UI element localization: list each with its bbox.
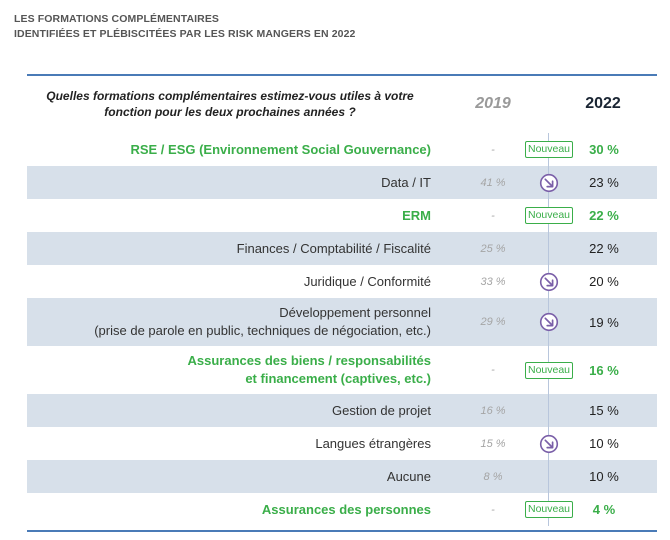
trend-down-icon — [539, 312, 559, 332]
value-2019: - — [491, 143, 495, 156]
trend-divider — [548, 394, 549, 427]
table-row: Langues étrangères 15 % 10 % — [27, 427, 657, 460]
table-row: Data / IT 41 % 23 % — [27, 166, 657, 199]
value-2022: 20 % — [589, 274, 619, 289]
row-label-line: Assurances des biens / responsabilités — [187, 353, 432, 368]
row-label-line: Finances / Comptabilité / Fiscalité — [236, 240, 431, 256]
value-2019: - — [491, 364, 495, 376]
row-label: Aucune — [387, 460, 431, 493]
nouveau-badge: Nouveau — [524, 141, 574, 158]
value-2022: 16 % — [589, 362, 619, 378]
trend-down-icon — [539, 434, 559, 453]
row-label: Juridique / Conformité — [304, 265, 431, 298]
nouveau-badge: Nouveau — [524, 207, 574, 224]
value-2022: 10 % — [589, 469, 619, 484]
trend-down-icon — [539, 272, 559, 291]
value-2019: 8 % — [483, 470, 503, 483]
trend-cell — [524, 232, 574, 265]
header-line-1: LES FORMATIONS COMPLÉMENTAIRES — [14, 13, 220, 25]
row-label: Assurances des personnes — [262, 493, 431, 526]
table-question: Quelles formations complémentaires estim… — [30, 88, 430, 120]
value-2019: 33 % — [480, 275, 506, 288]
question-line-1: Quelles formations complémentaires estim… — [46, 89, 414, 103]
row-label: RSE / ESG (Environnement Social Gouverna… — [130, 133, 431, 166]
row-label-line: Développement personnel — [279, 305, 431, 320]
value-2022: 10 % — [589, 436, 619, 451]
value-2022: 19 % — [589, 314, 619, 330]
value-2019: 16 % — [480, 404, 506, 417]
value-2022: 30 % — [589, 142, 619, 157]
value-2019: 29 % — [480, 316, 506, 328]
row-label-line: Data / IT — [381, 174, 431, 190]
row-label: Gestion de projet — [332, 394, 431, 427]
value-2022: 15 % — [589, 403, 619, 418]
trend-cell: Nouveau — [524, 346, 574, 394]
trend-cell: Nouveau — [524, 133, 574, 166]
trend-cell — [524, 265, 574, 298]
top-rule — [27, 74, 657, 76]
value-2022: 4 % — [592, 502, 616, 517]
column-header-2022: 2022 — [585, 95, 621, 112]
value-2022: 22 % — [589, 241, 619, 256]
trend-cell — [524, 427, 574, 460]
row-label: Data / IT — [381, 166, 431, 199]
training-table: RSE / ESG (Environnement Social Gouverna… — [27, 133, 657, 526]
trend-divider — [548, 232, 549, 265]
row-label: Finances / Comptabilité / Fiscalité — [237, 232, 431, 265]
trend-cell: Nouveau — [524, 493, 574, 526]
value-2019: - — [491, 503, 495, 516]
value-2019: 25 % — [480, 242, 506, 255]
table-row: Développement personnel (prise de parole … — [27, 298, 657, 346]
row-label-line: (prise de parole en public, techniques d… — [94, 323, 431, 338]
row-label: Développement personnel (prise de parole … — [94, 298, 431, 346]
value-2019: - — [491, 209, 495, 222]
row-label-line: et financement (captives, etc.) — [245, 371, 431, 386]
column-header-2019: 2019 — [475, 95, 511, 112]
value-2022: 23 % — [589, 175, 619, 190]
table-row: ERM - Nouveau 22 % — [27, 199, 657, 232]
table-row: Juridique / Conformité 33 % 20 % — [27, 265, 657, 298]
row-label-line: Langues étrangères — [315, 435, 431, 451]
row-label-line: RSE / ESG (Environnement Social Gouverna… — [130, 141, 431, 157]
table-row: Aucune 8 % 10 % — [27, 460, 657, 493]
row-label: Assurances des biens / responsabilités et… — [188, 346, 432, 394]
trend-cell — [524, 460, 574, 493]
nouveau-badge: Nouveau — [524, 361, 574, 379]
bottom-rule — [27, 530, 657, 532]
row-label-line: Assurances des personnes — [261, 501, 431, 517]
section-header: LES FORMATIONS COMPLÉMENTAIRES IDENTIFIÉ… — [14, 12, 355, 42]
table-row: Finances / Comptabilité / Fiscalité 25 % 2… — [27, 232, 657, 265]
question-line-2: fonction pour les deux prochaines années… — [104, 105, 356, 119]
trend-down-icon — [539, 173, 559, 192]
row-label-line: Gestion de projet — [331, 402, 431, 418]
table-row: Assurances des biens / responsabilités et… — [27, 346, 657, 394]
trend-cell — [524, 166, 574, 199]
value-2019: 15 % — [480, 437, 506, 450]
table-row: Assurances des personnes - Nouveau 4 % — [27, 493, 657, 526]
nouveau-badge: Nouveau — [524, 501, 574, 518]
row-label: Langues étrangères — [315, 427, 431, 460]
row-label-line: Aucune — [386, 468, 431, 484]
trend-cell: Nouveau — [524, 199, 574, 232]
trend-cell — [524, 394, 574, 427]
row-label-line: ERM — [402, 207, 431, 223]
row-label: ERM — [402, 199, 431, 232]
value-2019: 41 % — [480, 176, 506, 189]
header-line-2: IDENTIFIÉES ET PLÉBISCITÉES PAR LES RISK… — [14, 28, 356, 40]
table-row: RSE / ESG (Environnement Social Gouverna… — [27, 133, 657, 166]
value-2022: 22 % — [589, 208, 619, 223]
trend-divider — [548, 460, 549, 493]
table-row: Gestion de projet 16 % 15 % — [27, 394, 657, 427]
row-label-line: Juridique / Conformité — [303, 273, 431, 289]
trend-cell — [524, 298, 574, 346]
